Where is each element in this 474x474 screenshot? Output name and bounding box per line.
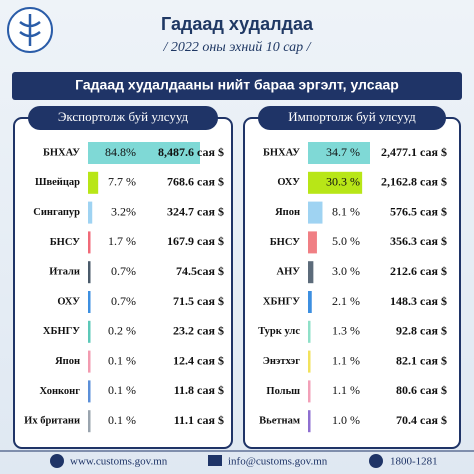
amount-label: 92.8 сая $: [396, 324, 447, 338]
amount-label: 2,162.8 сая $: [381, 175, 447, 189]
bar: [88, 410, 91, 433]
country-label: БНХАУ: [43, 147, 80, 158]
bar: [308, 320, 311, 343]
value-label: 34.7 %: [326, 145, 360, 159]
value-label: 0.7%: [111, 264, 136, 278]
bar: [308, 380, 311, 403]
amount-label: 324.7 сая $: [167, 204, 224, 218]
country-label: Япон: [55, 356, 80, 367]
web-icon: [50, 454, 64, 468]
country-label: БНСУ: [270, 237, 301, 248]
subtitle: / 2022 оны эхний 10 сар /: [162, 40, 311, 55]
panel-header: [258, 106, 446, 130]
phone-icon: [369, 454, 383, 468]
amount-label: 148.3 сая $: [390, 294, 447, 308]
banner: [12, 72, 462, 100]
banner-text: Гадаад худалдааны нийт бараа эргэлт, улс…: [75, 77, 399, 93]
country-label: Сингапур: [33, 207, 80, 218]
value-label: 84.8%: [105, 145, 136, 159]
panel: [243, 117, 461, 449]
value-label: 3.0 %: [332, 264, 360, 278]
value-label: 1.7 %: [108, 234, 136, 248]
amount-label: 12.4 сая $: [173, 353, 224, 367]
bar: [308, 201, 323, 224]
country-label: Энэтхэг: [263, 356, 301, 367]
amount-label: 576.5 сая $: [390, 204, 447, 218]
country-label: АНУ: [277, 267, 301, 278]
bar: [308, 261, 314, 284]
country-label: Их британи: [24, 416, 80, 427]
value-label: 3.2%: [111, 204, 136, 218]
value-label: 0.1 %: [108, 383, 136, 397]
value-label: 1.1 %: [332, 383, 360, 397]
country-label: Польш: [266, 386, 300, 397]
bar: [88, 201, 93, 224]
value-label: 8.1 %: [332, 204, 360, 218]
bar: [88, 171, 99, 194]
amount-label: 2,477.1 сая $: [381, 145, 447, 159]
amount-label: 212.6 сая $: [390, 264, 447, 278]
amount-label: 82.1 сая $: [396, 353, 447, 367]
country-label: ХБНГУ: [43, 326, 80, 337]
panel: [13, 117, 233, 449]
country-label: Турк улс: [258, 326, 300, 337]
amount-label: 11.8 сая $: [174, 383, 224, 397]
value-label: 7.7 %: [108, 175, 136, 189]
amount-label: 74.5сая $: [176, 264, 224, 278]
amount-label: 70.4 сая $: [396, 413, 447, 427]
panel-header: [28, 106, 218, 130]
bar: [308, 231, 317, 254]
bar: [88, 291, 91, 313]
bar: [88, 142, 200, 164]
bar: [88, 261, 91, 284]
panel-title: Импортолж буй улсууд: [288, 109, 416, 124]
country-label: ОХУ: [277, 177, 300, 188]
bar: [88, 231, 91, 254]
amount-label: 11.1 сая $: [174, 413, 224, 427]
panel-title: Экспортолж буй улсууд: [58, 109, 189, 124]
country-label: ОХУ: [57, 296, 80, 307]
footer-web: www.customs.gov.mn: [70, 456, 168, 468]
bar: [88, 380, 91, 403]
value-label: 0.1 %: [108, 413, 136, 427]
amount-label: 8,487.6 сая $: [158, 145, 224, 159]
amount-label: 71.5 сая $: [173, 294, 224, 308]
amount-label: 167.9 сая $: [167, 234, 224, 248]
bar: [308, 291, 312, 313]
country-label: Итали: [49, 267, 80, 278]
country-label: БНСУ: [50, 237, 81, 248]
value-label: 1.3 %: [332, 324, 360, 338]
country-label: Япон: [275, 207, 300, 218]
country-label: Хонконг: [39, 386, 80, 397]
mail-icon: [208, 455, 222, 466]
value-label: 0.2 %: [108, 324, 136, 338]
bar: [308, 142, 370, 164]
value-label: 0.1 %: [108, 353, 136, 367]
value-label: 1.0 %: [332, 413, 360, 427]
amount-label: 768.6 сая $: [167, 175, 224, 189]
country-label: Вьетнам: [259, 416, 300, 427]
country-label: Швейцар: [35, 177, 80, 188]
value-label: 0.7%: [111, 294, 136, 308]
footer-phone: 1800-1281: [390, 456, 438, 468]
value-label: 1.1 %: [332, 353, 360, 367]
value-label: 5.0 %: [332, 234, 360, 248]
amount-label: 356.3 сая $: [390, 234, 447, 248]
title: Гадаад худалдаа: [161, 14, 314, 34]
bar: [308, 350, 311, 373]
value-label: 30.3 %: [326, 175, 360, 189]
amount-label: 23.2 сая $: [173, 324, 224, 338]
bar: [88, 350, 91, 373]
footer-email: info@customs.gov.mn: [228, 456, 328, 468]
country-label: ХБНГУ: [263, 296, 300, 307]
country-label: БНХАУ: [263, 147, 300, 158]
bar: [88, 320, 91, 343]
amount-label: 80.6 сая $: [396, 383, 447, 397]
bar: [308, 171, 363, 194]
logo-mark: [19, 14, 41, 46]
value-label: 2.1 %: [332, 294, 360, 308]
bar: [308, 410, 311, 433]
